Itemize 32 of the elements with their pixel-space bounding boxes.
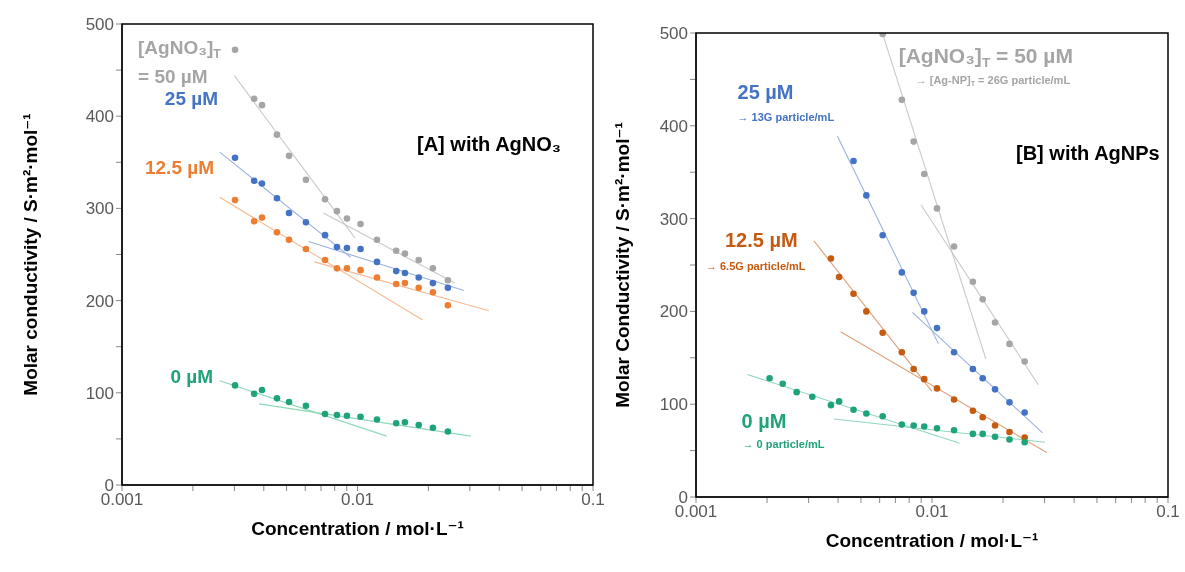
y-tick-label: 500 — [659, 24, 688, 44]
annotation: → 0 particle/mL — [742, 438, 825, 451]
series-label: 12.5 µM — [144, 156, 215, 178]
y-axis-title: Molar conductivity / S·m²·mol⁻¹ — [19, 113, 41, 396]
x-tick-label: 0.1 — [1156, 502, 1180, 522]
text: [A] with AgNO₃ — [417, 133, 562, 155]
y-tick-label: 300 — [85, 199, 114, 219]
series-label: 0 µM — [170, 365, 214, 387]
series-label: [AgNO₃]$_{T}$ = 50 µM — [138, 36, 222, 87]
series-label: 12.5 µM — [724, 228, 798, 251]
x-axis-title: Concentration / mol·L⁻¹ — [251, 517, 464, 539]
annotation: → 6.5G particle/mL — [705, 259, 806, 272]
x-tick-label: 0.1 — [581, 490, 605, 510]
x-axis-title: Concentration / mol·L⁻¹ — [825, 529, 1039, 551]
text: 25 µM — [164, 87, 219, 109]
x-tick-label: 0.01 — [915, 502, 949, 522]
x-tick-label: 0.01 — [340, 490, 375, 510]
y-tick-label: 100 — [85, 383, 114, 403]
series-label: [AgNO₃]$_{T}$ = 50 µM — [898, 43, 1073, 70]
y-tick-label: 200 — [85, 291, 114, 311]
series-label: 0 µM — [741, 410, 787, 433]
annotation: → 13G particle/mL — [737, 111, 835, 124]
y-axis-title: Molar Conductivity / S·m²·mol⁻¹ — [611, 122, 633, 408]
y-tick-label: 100 — [659, 395, 688, 415]
y-tick-label: 200 — [659, 302, 688, 322]
text: [B] with AgNPs — [1016, 142, 1160, 164]
annotation: → [Ag-NP]$_{T}$ = 26G particle/mL — [915, 73, 1071, 88]
y-tick-label: 400 — [659, 116, 688, 136]
y-tick-label: 400 — [85, 107, 114, 127]
y-tick-label: 500 — [85, 15, 114, 35]
text: 25 µM — [737, 81, 794, 104]
y-tick-label: 300 — [659, 209, 688, 229]
